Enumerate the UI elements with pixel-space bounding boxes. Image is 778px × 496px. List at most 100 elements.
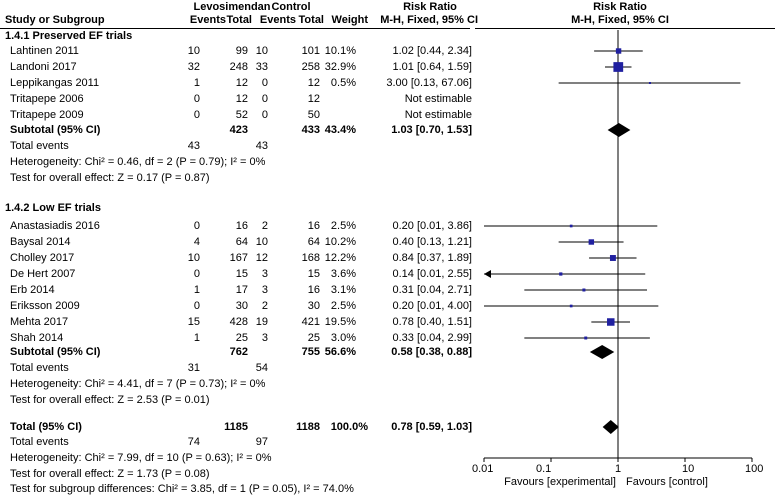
- total1: 16: [235, 220, 248, 232]
- events1: 10: [187, 45, 200, 57]
- risk-ratio: Not estimable: [404, 93, 472, 105]
- rr-header: Risk Ratio: [403, 1, 457, 13]
- overall-effect: Test for overall effect: Z = 0.17 (P = 0…: [10, 172, 210, 184]
- col-weight: Weight: [331, 14, 368, 26]
- subtotal-ci: 1.03 [0.70, 1.53]: [391, 124, 472, 136]
- weight: 3.6%: [330, 268, 356, 280]
- tick-label: 0.1: [536, 463, 552, 475]
- subtotal-label: Subtotal (95% CI): [10, 346, 101, 358]
- subtotal-total2: 433: [301, 124, 320, 136]
- study-marker: [582, 288, 586, 292]
- tick-label: 100: [745, 463, 764, 475]
- total-label: Total (95% CI): [10, 421, 82, 433]
- study-marker: [569, 224, 573, 228]
- ci-arrow: [484, 270, 491, 278]
- events2: 19: [255, 316, 268, 328]
- events2: 3: [261, 284, 268, 296]
- study-name: Anastasiadis 2016: [10, 220, 100, 232]
- events1: 1: [193, 332, 200, 344]
- total1: 15: [235, 268, 248, 280]
- risk-ratio: 0.31 [0.04, 2.71]: [392, 284, 472, 296]
- favours-experimental: Favours [experimental]: [504, 476, 616, 488]
- study-name: Landoni 2017: [10, 61, 77, 73]
- events1: 15: [187, 316, 200, 328]
- heterogeneity: Heterogeneity: Chi² = 4.41, df = 7 (P = …: [10, 378, 266, 390]
- total1: 17: [235, 284, 248, 296]
- events2: 10: [255, 236, 268, 248]
- study-name: Tritapepe 2006: [10, 93, 84, 105]
- risk-ratio: 3.00 [0.13, 67.06]: [386, 77, 472, 89]
- total1: 30: [235, 300, 248, 312]
- events2: 10: [255, 45, 268, 57]
- events1: 0: [193, 93, 200, 105]
- study-name: De Hert 2007: [10, 268, 76, 280]
- study-name: Baysal 2014: [10, 236, 71, 248]
- subtotal-total2: 755: [301, 346, 320, 358]
- total1: 25: [235, 332, 248, 344]
- events1: 4: [193, 236, 200, 248]
- study-name: Erb 2014: [10, 284, 55, 296]
- grand-total1: 1185: [224, 421, 248, 433]
- events1: 32: [187, 61, 200, 73]
- grand-overall-effect: Test for overall effect: Z = 1.73 (P = 0…: [10, 468, 210, 480]
- study-marker: [607, 318, 615, 326]
- heterogeneity: Heterogeneity: Chi² = 0.46, df = 2 (P = …: [10, 156, 266, 168]
- col-events2: Events: [259, 14, 296, 26]
- study-marker: [584, 336, 588, 340]
- grand-total2: 1188: [296, 421, 320, 433]
- events1: 0: [193, 300, 200, 312]
- total-events-label: Total events: [10, 140, 69, 152]
- weight: 12.2%: [324, 252, 356, 264]
- weight: 32.9%: [324, 61, 356, 73]
- total2: 421: [301, 316, 320, 328]
- events2: 0: [261, 109, 268, 121]
- risk-ratio: 1.01 [0.64, 1.59]: [392, 61, 472, 73]
- study-marker: [559, 272, 563, 276]
- weight: 0.5%: [330, 77, 356, 89]
- total2: 16: [307, 284, 320, 296]
- study-marker: [615, 48, 622, 54]
- total-events2: 54: [255, 362, 268, 374]
- study-name: Mehta 2017: [10, 316, 69, 328]
- study-name: Leppikangas 2011: [10, 77, 100, 89]
- col-rr: M-H, Fixed, 95% CI: [380, 14, 478, 26]
- study-name: Lahtinen 2011: [10, 45, 79, 57]
- total2: 168: [301, 252, 320, 264]
- risk-ratio: 0.20 [0.01, 3.86]: [392, 220, 472, 232]
- risk-ratio: 1.02 [0.44, 2.34]: [392, 45, 472, 57]
- events2: 33: [255, 61, 268, 73]
- study-name: Tritapepe 2009: [10, 109, 84, 121]
- events2: 0: [261, 93, 268, 105]
- total-events-label: Total events: [10, 362, 69, 374]
- weight: 2.5%: [330, 300, 356, 312]
- risk-ratio: 0.33 [0.04, 2.99]: [392, 332, 472, 344]
- summary-diamond: [607, 123, 631, 137]
- events1: 0: [193, 220, 200, 232]
- grand-events1: 74: [187, 436, 200, 448]
- total1: 428: [229, 316, 248, 328]
- header-divider-right: [475, 28, 775, 29]
- subtotal-total1: 423: [229, 124, 248, 136]
- study-name: Cholley 2017: [10, 252, 75, 264]
- plot-header: Risk Ratio: [593, 1, 647, 13]
- grand-ci: 0.78 [0.59, 1.03]: [391, 421, 472, 433]
- col-total2: Total: [298, 14, 324, 26]
- events2: 0: [261, 77, 268, 89]
- total2: 12: [307, 93, 320, 105]
- weight: 2.5%: [330, 220, 356, 232]
- subgroup-title-1: 1.4.1 Preserved EF trials: [5, 30, 133, 42]
- total-events1: 43: [187, 140, 200, 152]
- events1: 1: [193, 77, 200, 89]
- total2: 101: [301, 45, 320, 57]
- subgroup-differences: Test for subgroup differences: Chi² = 3.…: [10, 483, 354, 495]
- total2: 25: [307, 332, 320, 344]
- events1: 10: [187, 252, 200, 264]
- weight: 19.5%: [324, 316, 356, 328]
- study-marker: [588, 239, 595, 245]
- grand-heterogeneity: Heterogeneity: Chi² = 7.99, df = 10 (P =…: [10, 452, 272, 464]
- tick-label: 1: [615, 463, 622, 475]
- subgroup-title-2: 1.4.2 Low EF trials: [5, 202, 101, 214]
- events2: 2: [261, 220, 268, 232]
- total-events2: 43: [255, 140, 268, 152]
- total2: 15: [307, 268, 320, 280]
